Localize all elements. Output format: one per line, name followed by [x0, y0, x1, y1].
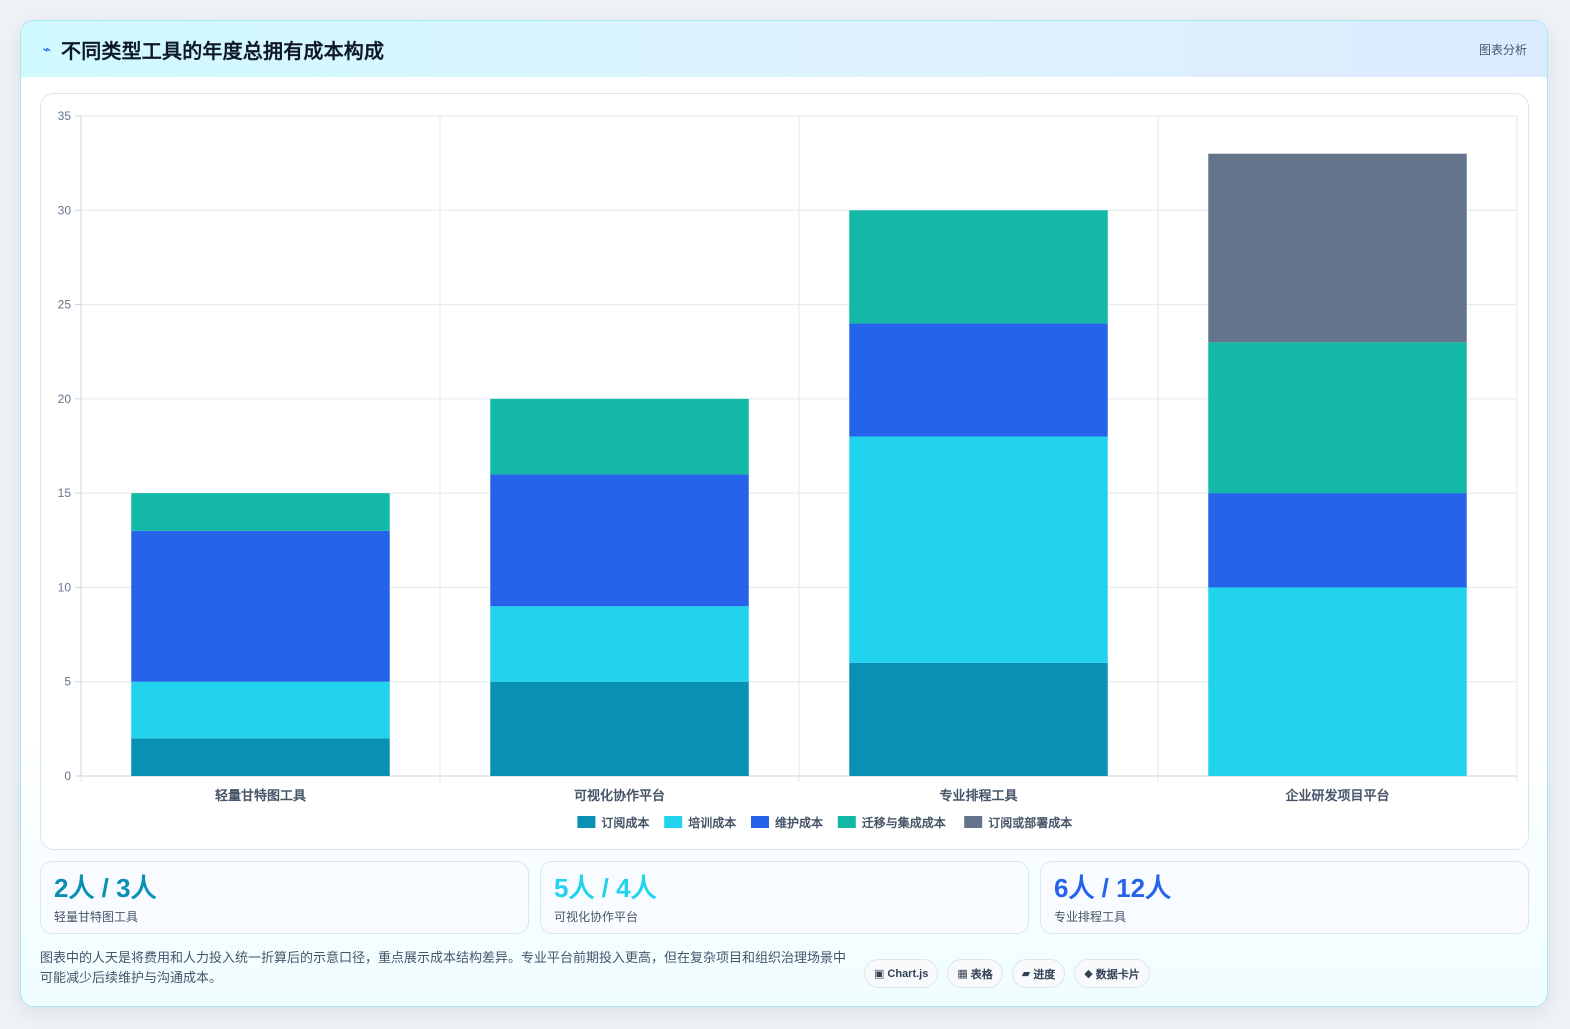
bar-segment — [490, 681, 749, 776]
title-wrap: ⌁ 不同类型工具的年度总拥有成本构成 — [41, 35, 384, 64]
header-tag: 图表分析 — [1478, 42, 1527, 57]
bar-segment — [849, 323, 1108, 437]
bar-segment — [131, 530, 390, 682]
y-tick-label: 15 — [58, 486, 72, 500]
legend-swatch — [837, 816, 856, 828]
page-title: 不同类型工具的年度总拥有成本构成 — [61, 40, 385, 63]
bar-segment — [490, 398, 749, 475]
stat-label: 轻量甘特图工具 — [54, 910, 139, 924]
bar-segment — [131, 493, 390, 531]
bar-segment — [849, 436, 1108, 663]
chip-label: 进度 — [1033, 968, 1056, 981]
chip-table[interactable]: ▦ 表格 — [947, 959, 1003, 988]
y-tick-label: 0 — [64, 769, 71, 783]
x-tick-label: 专业排程工具 — [939, 788, 1017, 803]
y-tick-label: 35 — [58, 109, 72, 123]
chip-chartjs[interactable]: ▣ Chart.js — [864, 959, 939, 988]
tag-chips: ▣ Chart.js ▦ 表格 ▰ 进度 ◆ 数据卡片 — [864, 959, 1150, 988]
y-tick-label: 10 — [58, 580, 72, 594]
legend-label: 培训成本 — [688, 815, 736, 830]
stat-value: 6人 / 12人 — [1054, 873, 1172, 903]
stat-value: 2人 / 3人 — [54, 873, 157, 903]
chip-progress[interactable]: ▰ 进度 — [1011, 959, 1066, 988]
legend-label: 订阅或部署成本 — [988, 815, 1072, 830]
bar-segment — [131, 738, 390, 776]
progress-icon: ▰ — [1021, 968, 1031, 980]
chip-label: 数据卡片 — [1095, 968, 1140, 981]
chart-card: ⌁ 不同类型工具的年度总拥有成本构成 图表分析 0 5 10 15 20 25 30 35 轻量… — [20, 20, 1548, 1007]
bar-segment — [1208, 153, 1467, 343]
legend-swatch — [577, 816, 596, 828]
bar-segment — [849, 210, 1108, 324]
bar-segment — [1208, 587, 1467, 776]
y-tick-label: 5 — [64, 675, 71, 689]
stat-label: 专业排程工具 — [1054, 910, 1127, 924]
chip-data-card[interactable]: ◆ 数据卡片 — [1074, 959, 1150, 988]
bar-segment — [1208, 342, 1467, 494]
stat-card-gantt: 2人 / 3人 轻量甘特图工具 — [40, 861, 529, 934]
table-icon: ▦ — [957, 968, 968, 980]
bar-segment — [490, 606, 749, 682]
x-tick-label: 可视化协作平台 — [574, 788, 665, 803]
chip-label: Chart.js — [887, 967, 929, 980]
y-tick-label: 25 — [58, 298, 72, 312]
x-tick-label: 轻量甘特图工具 — [215, 788, 306, 803]
bar-segment — [849, 662, 1108, 776]
y-tick-label: 20 — [58, 392, 72, 406]
stat-value: 5人 / 4人 — [554, 873, 657, 903]
chip-label: 表格 — [970, 968, 993, 981]
y-tick-label: 30 — [58, 203, 72, 217]
stat-card-visual: 5人 / 4人 可视化协作平台 — [540, 861, 1029, 934]
bar-segment — [131, 681, 390, 739]
footnote: 图表中的人天是将费用和人力投入统一折算后的示意口径，重点展示成本结构差异。专业平… — [40, 950, 847, 985]
legend-swatch — [751, 816, 769, 828]
stacked-bar-chart: 0 5 10 15 20 25 30 35 轻量甘特图工具 可视化协作平台 专业排程工具 企业研发项目… — [58, 109, 1518, 830]
stat-card-scheduling: 6人 / 12人 专业排程工具 — [1040, 861, 1529, 934]
bolt-icon: ⌁ — [42, 40, 52, 57]
legend-swatch — [964, 816, 983, 828]
legend-label: 迁移与集成成本 — [862, 815, 946, 830]
chart-container: 0 5 10 15 20 25 30 35 轻量甘特图工具 可视化协作平台 专业排程工具 企业研发项目… — [40, 93, 1529, 850]
chart-icon: ▣ — [874, 968, 885, 980]
bar-segment — [490, 474, 749, 607]
stat-label: 可视化协作平台 — [554, 910, 639, 924]
legend-swatch — [664, 816, 683, 828]
card-header: ⌁ 不同类型工具的年度总拥有成本构成 图表分析 — [21, 21, 1547, 77]
diamond-icon: ◆ — [1084, 968, 1093, 980]
stats-row: 2人 / 3人 轻量甘特图工具 5人 / 4人 可视化协作平台 6人 / 12人… — [40, 861, 1529, 934]
bar-segment — [1208, 493, 1467, 588]
legend-label: 订阅成本 — [601, 815, 649, 830]
x-tick-label: 企业研发项目平台 — [1284, 788, 1389, 803]
legend-label: 维护成本 — [775, 815, 823, 830]
